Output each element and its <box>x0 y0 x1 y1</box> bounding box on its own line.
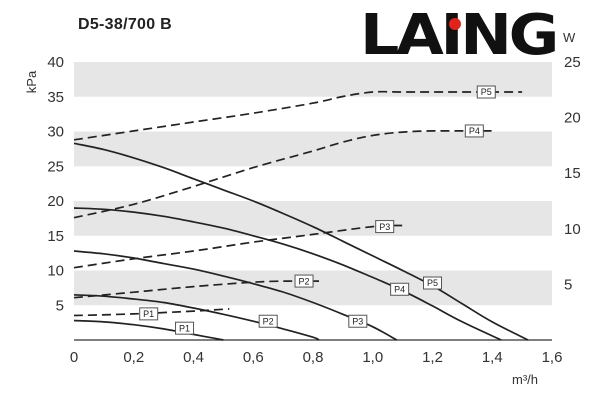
y-left-tick-label: 20 <box>47 193 64 210</box>
pressure-label-p2: P2 <box>263 316 274 326</box>
pressure-curve-p5 <box>73 142 529 341</box>
x-tick-label: 1,2 <box>422 349 443 366</box>
grid-band <box>74 62 552 97</box>
pressure-label-p5: P5 <box>427 278 438 288</box>
y-left-tick-label: 10 <box>47 263 64 280</box>
pressure-label-p4: P4 <box>394 284 405 294</box>
power-curve-p4 <box>73 130 493 219</box>
power-label-p1: P1 <box>143 309 154 319</box>
power-curve-p1 <box>73 308 230 317</box>
y-left-tick-label: 5 <box>56 297 64 314</box>
power-label-p2: P2 <box>299 276 310 286</box>
y-left-tick-label: 15 <box>47 228 64 245</box>
y-right-tick-label: 15 <box>564 165 581 182</box>
series-labels: P1 P2 P3 P4 P5 P1 P2 P3 P4 P5 <box>139 85 496 335</box>
pressure-curve-p2 <box>73 293 320 341</box>
x-tick-label: 0,8 <box>303 349 324 366</box>
y-left-tick-label: 40 <box>47 54 64 71</box>
y-axis-left-label: kPa <box>24 70 39 93</box>
power-label-box-p1 <box>139 307 159 321</box>
y-left-tick-label: 30 <box>47 124 64 141</box>
x-tick-label: 0,4 <box>183 349 204 366</box>
axis-ticks: 0 0,2 0,4 0,6 0,8 1,0 1,2 1,4 1,6 5 10 15 20 25 30 35 40… <box>47 54 580 366</box>
grid-bands <box>74 62 552 306</box>
power-label-box-p3 <box>375 220 395 234</box>
power-curve-p2 <box>73 280 320 299</box>
x-tick-label: 1,6 <box>542 349 563 366</box>
x-tick-label: 1,4 <box>482 349 503 366</box>
chart-title: D5-38/700 B <box>78 16 173 33</box>
power-label-p5: P5 <box>481 87 492 97</box>
pressure-label-p3: P3 <box>352 316 363 326</box>
power-label-p3: P3 <box>379 222 390 232</box>
power-label-box-p2 <box>294 274 314 288</box>
pressure-label-box-p5 <box>423 276 442 290</box>
x-axis-label: m³/h <box>512 372 538 387</box>
pressure-label-box-p4 <box>390 282 410 296</box>
y-axis-right-label: W <box>563 30 576 45</box>
pressure-curve-p1 <box>73 319 224 341</box>
y-left-tick-label: 35 <box>47 89 64 106</box>
pressure-label-box-p3 <box>348 314 368 328</box>
power-label-p4: P4 <box>469 126 480 136</box>
y-right-tick-label: 25 <box>564 54 581 71</box>
power-label-box-p4 <box>464 124 484 138</box>
y-left-tick-label: 25 <box>47 158 64 175</box>
pressure-label-p1: P1 <box>179 323 190 333</box>
pressure-label-box-p1 <box>175 321 195 335</box>
pressure-curve-p4 <box>73 207 502 341</box>
x-tick-label: 0,6 <box>243 349 264 366</box>
y-right-tick-label: 10 <box>564 221 581 238</box>
svg-text:LAING: LAING <box>360 4 556 58</box>
grid-band <box>74 201 552 236</box>
x-tick-label: 1,0 <box>362 349 383 366</box>
pressure-label-box-p2 <box>258 314 278 328</box>
power-label-box-p5 <box>476 85 496 99</box>
laing-logo: LAING <box>360 4 559 58</box>
x-tick-label: 0,2 <box>123 349 144 366</box>
power-curve-p5 <box>73 90 523 141</box>
y-right-tick-label: 5 <box>564 276 572 293</box>
pressure-curve-p3 <box>73 250 398 341</box>
series-lines <box>73 90 529 341</box>
y-right-tick-label: 20 <box>564 110 581 127</box>
x-tick-label: 0 <box>70 349 78 366</box>
